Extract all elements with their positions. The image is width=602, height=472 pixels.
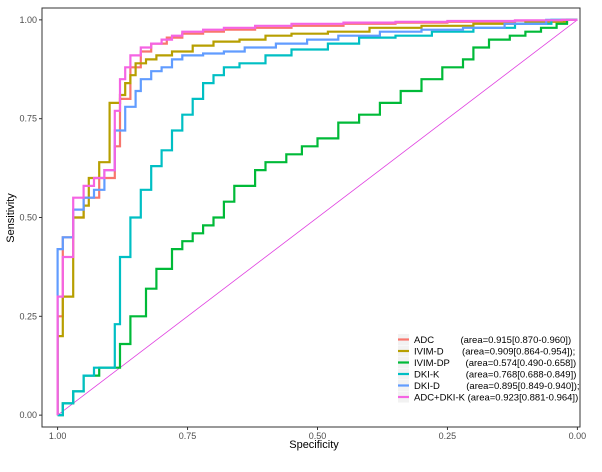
legend-entry-label: IVIM-DP (area=0.574[0.490-0.658]) (414, 358, 576, 369)
legend-entry-label: DKI-K (area=0.768[0.688-0.849]) (414, 370, 576, 381)
x-tick-label: 1.00 (49, 431, 67, 441)
roc-line-dki-d (56, 18, 578, 416)
reference-diagonal-line (57, 19, 578, 416)
legend-entry-label: IVIM-D (area=0.909[0.864-0.954]); (414, 347, 575, 358)
legend: ADC (area=0.915[0.870-0.960])IVIM-D (are… (394, 332, 580, 407)
roc-line-adc-dki-k (56, 18, 578, 416)
x-tick-label: 0.50 (309, 431, 327, 441)
legend-entry-label: DKI-D (area=0.895[0.849-0.940]); (414, 381, 580, 392)
legend-entry-label: ADC+DKI-K (area=0.923[0.881-0.964]) (414, 393, 578, 404)
legend-entry-label: ADC (area=0.915[0.870-0.960]) (414, 335, 571, 346)
roc-line-dki-k (57, 18, 578, 417)
plot-area (41, 7, 581, 428)
y-axis: 0.00 0.25 0.50 0.75 1.00 (19, 15, 42, 420)
y-tick-label: 1.00 (19, 15, 37, 25)
x-axis: 1.00 0.75 0.50 0.25 0.00 (49, 427, 586, 441)
x-axis-title: Specificity (289, 439, 339, 451)
y-tick-label: 0.00 (19, 410, 37, 420)
y-axis-title: Sensitivity (5, 193, 17, 243)
y-tick-label: 0.50 (19, 213, 37, 223)
x-tick-label: 0.00 (569, 431, 587, 441)
x-tick-label: 0.75 (179, 431, 197, 441)
x-tick-label: 0.25 (439, 431, 457, 441)
legend-background (394, 332, 576, 407)
y-tick-label: 0.75 (19, 114, 37, 124)
roc-line-ivim-dp (57, 18, 578, 417)
y-tick-label: 0.25 (19, 311, 37, 321)
roc-line-ivim-d (56, 18, 578, 416)
